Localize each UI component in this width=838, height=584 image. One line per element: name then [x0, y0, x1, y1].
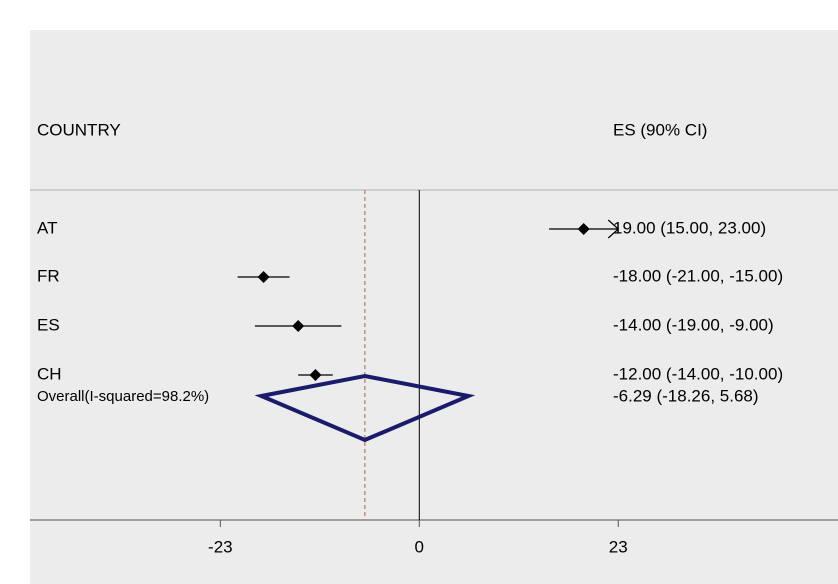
x-tick-label: -23 [208, 537, 233, 556]
estimate-marker [292, 320, 305, 332]
graph-region [30, 30, 838, 584]
x-tick-label: 0 [415, 537, 424, 556]
value-label: 19.00 (15.00, 23.00) [613, 218, 766, 237]
estimate-marker [577, 223, 590, 235]
value-label: -14.00 (-19.00, -9.00) [613, 315, 774, 334]
category-label: CH [37, 364, 62, 383]
ci-arrow [607, 219, 620, 239]
x-tick-label: 23 [609, 537, 628, 556]
category-label: AT [37, 218, 57, 237]
overall-value-label: -6.29 (-18.26, 5.68) [613, 386, 759, 405]
category-label: ES [37, 315, 60, 334]
label-header: COUNTRY [37, 120, 121, 139]
category-label: FR [37, 266, 60, 285]
overall-diamond [254, 373, 476, 443]
overall-label: Overall(I-squared=98.2%) [37, 388, 209, 405]
estimate-marker [309, 369, 322, 381]
estimate-header: ES (90% CI) [613, 120, 707, 139]
estimate-marker [257, 271, 270, 283]
value-label: -18.00 (-21.00, -15.00) [613, 266, 783, 285]
value-label: -12.00 (-14.00, -10.00) [613, 364, 783, 383]
